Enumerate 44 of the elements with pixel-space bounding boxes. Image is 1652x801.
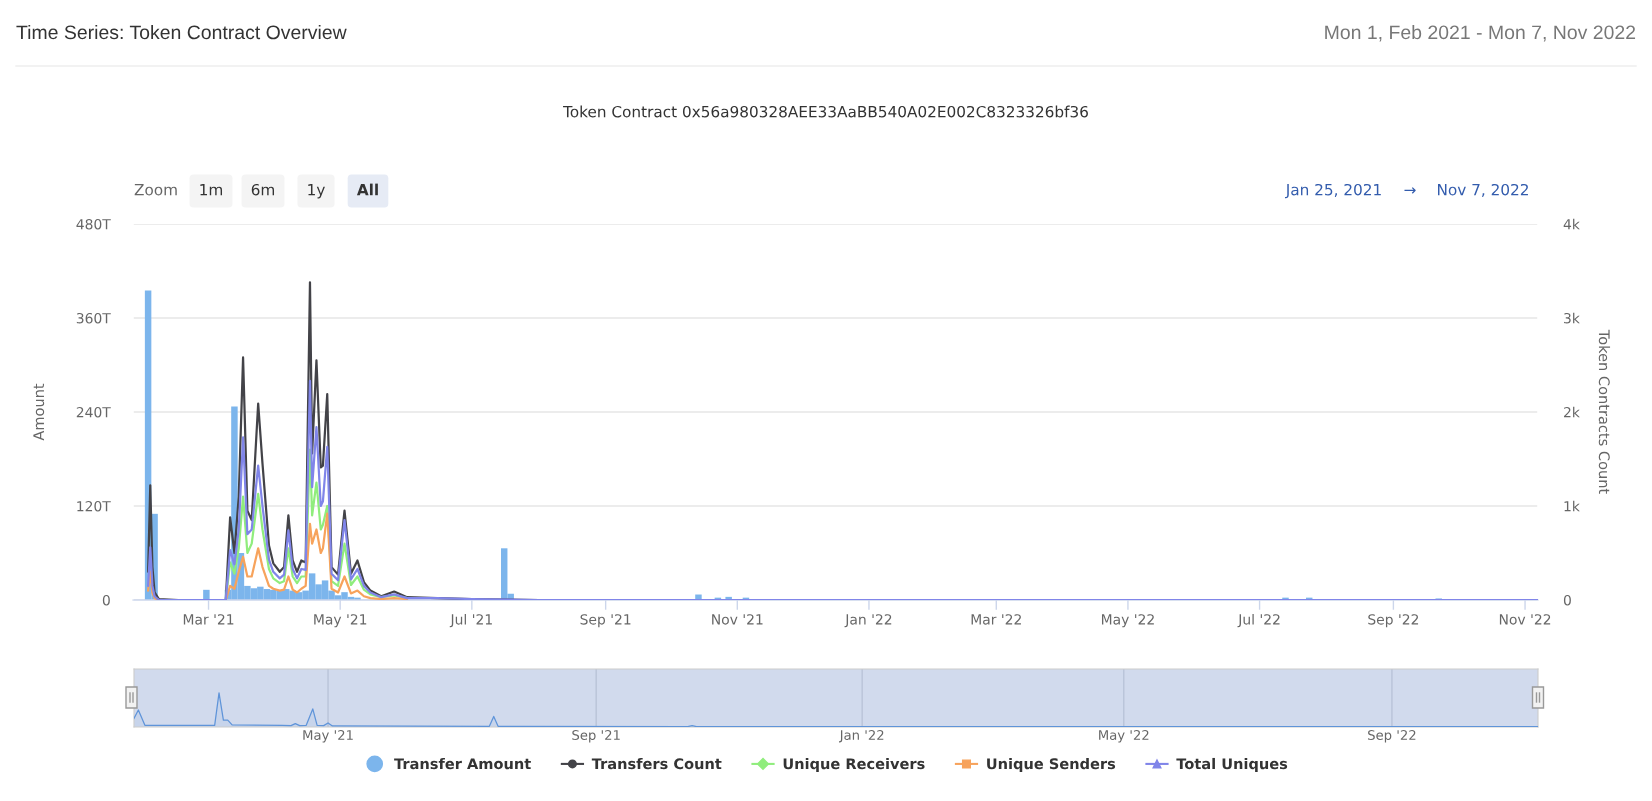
x-tick-label: May '21 (303, 730, 353, 743)
y-tick-label: 480T (76, 218, 111, 230)
x-tick-label: Mar '22 (971, 614, 1021, 625)
text: 1m (200, 184, 222, 196)
legend-label: Unique Receivers (783, 757, 925, 773)
text: Mon 1, Feb 2021 - Mon 7, Nov 2022 (1325, 24, 1636, 42)
x-tick-label: Sep '21 (572, 730, 620, 743)
x-tick-label: Jul '22 (1237, 613, 1280, 628)
y-tick-label: 240T (76, 406, 111, 418)
x-tick-label: Jan '22 (844, 614, 892, 628)
text: Zoom (134, 184, 177, 196)
x-tick-label: May '21 (314, 614, 367, 628)
y-tick-label: 0 (102, 594, 110, 606)
text: Time Series: Token Contract Overview (16, 24, 347, 40)
y2-tick-label: 1k (1564, 500, 1580, 512)
text: Jan 25, 2021 (1284, 183, 1381, 199)
y2-tick-label: 4k (1563, 218, 1580, 230)
x-tick-label: Sep '21 (580, 614, 631, 628)
chart-title: Token Contract 0x56a980328AEE33AaBB540A02E002C8323326bf36 (563, 105, 1088, 118)
y2-tick-label: 0 (1563, 594, 1571, 606)
x-tick-label: May '22 (1099, 730, 1149, 743)
y2-axis-title: Token Contracts Count (1598, 329, 1611, 494)
x-tick-label: Jan '22 (839, 730, 884, 743)
x-tick-label: Mar '21 (183, 614, 234, 625)
x-tick-label: May '22 (1101, 614, 1154, 628)
text: → (1404, 187, 1416, 194)
x-tick-label: Nov '22 (1499, 614, 1551, 625)
x-tick-label: Jul '21 (449, 613, 492, 628)
text: 6m (251, 183, 274, 196)
y2-tick-label: 2k (1564, 406, 1580, 418)
legend-label: Transfers Count (591, 757, 722, 770)
x-tick-label: Nov '21 (712, 614, 763, 625)
legend-label: Unique Senders (987, 757, 1116, 773)
legend-label: Transfer Amount (394, 757, 531, 770)
text: Nov 7, 2022 (1438, 183, 1528, 197)
y-tick-label: 360T (76, 312, 111, 324)
text: All (356, 183, 378, 196)
x-tick-label: Sep '22 (1368, 730, 1416, 743)
y-tick-label: 120T (77, 500, 111, 512)
x-tick-label: Sep '22 (1368, 614, 1419, 628)
legend-label: Total Uniques (1176, 757, 1288, 773)
text: 1y (308, 184, 325, 199)
y2-tick-label: 3k (1564, 312, 1580, 324)
y-axis-title: Amount (33, 383, 45, 441)
